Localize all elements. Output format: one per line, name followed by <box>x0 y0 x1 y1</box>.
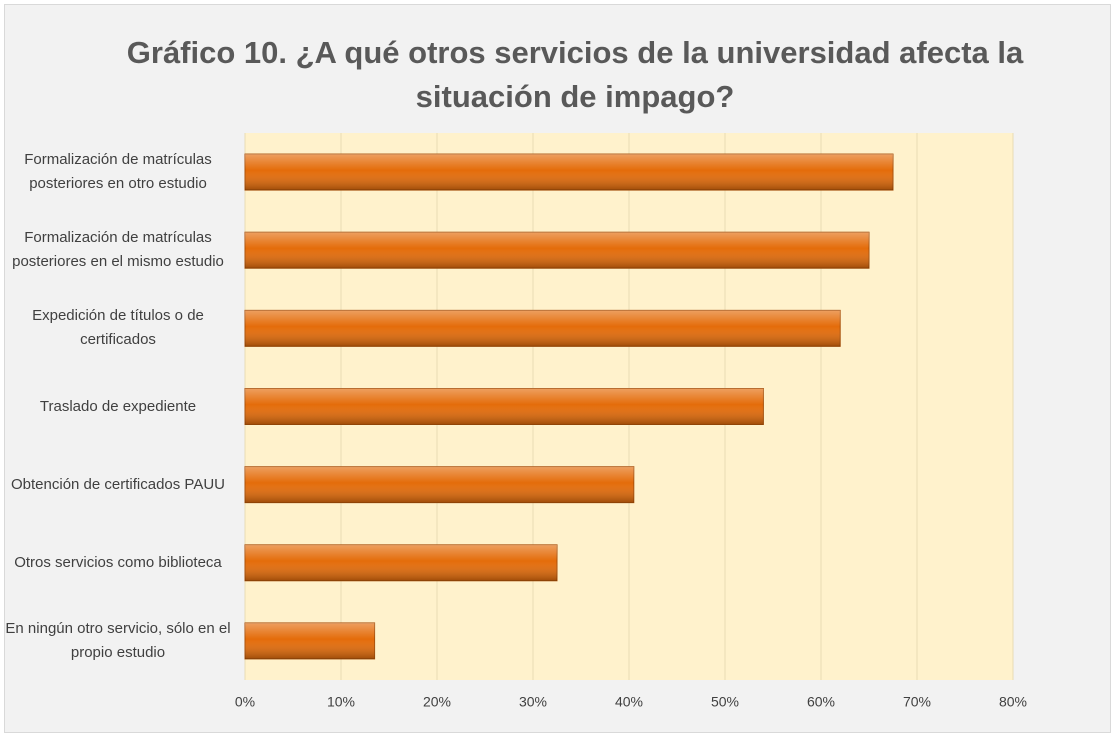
y-tick-label: Formalización de matrículas posteriores … <box>12 229 224 271</box>
x-tick-label: 60% <box>807 694 835 710</box>
x-tick-label: 50% <box>711 694 739 710</box>
x-tick-label: 40% <box>615 694 643 710</box>
y-tick-label: Obtención de certificados PAUU <box>11 475 225 493</box>
y-tick-label: Formalización de matrículas posteriores … <box>24 151 212 193</box>
y-tick-label: Otros servicios como biblioteca <box>14 553 222 571</box>
bar <box>244 544 558 582</box>
x-tick-label: 70% <box>903 694 931 710</box>
x-tick-label: 80% <box>999 694 1027 710</box>
bar <box>244 309 841 347</box>
y-tick-label: Traslado de expediente <box>39 397 197 415</box>
bar <box>244 466 635 504</box>
bar <box>244 153 894 191</box>
x-tick-label: 30% <box>519 694 547 710</box>
y-tick-label: En ningún otro servicio, sólo en el prop… <box>5 619 231 661</box>
x-tick-label: 0% <box>235 694 255 710</box>
bar <box>244 622 376 660</box>
bar <box>244 388 764 425</box>
x-tick-label: 10% <box>327 694 355 710</box>
y-tick-label: Expedición de títulos o de certificados <box>32 307 204 349</box>
x-tick-label: 20% <box>423 694 451 710</box>
bar <box>244 231 870 269</box>
chart-title: Gráfico 10. ¿A qué otros servicios de la… <box>126 35 1024 114</box>
